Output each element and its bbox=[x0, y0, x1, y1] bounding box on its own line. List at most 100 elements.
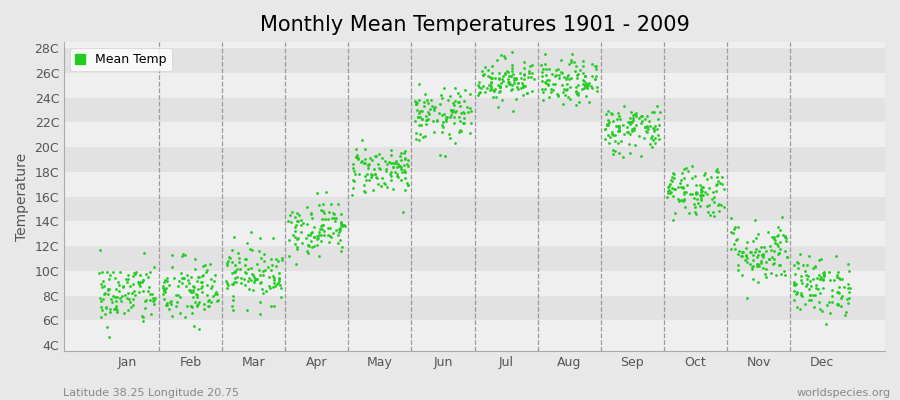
Point bbox=[519, 90, 534, 96]
Point bbox=[252, 248, 266, 254]
Point bbox=[346, 191, 360, 198]
Point bbox=[374, 183, 389, 189]
Point bbox=[703, 212, 717, 218]
Point bbox=[118, 291, 132, 298]
Point bbox=[253, 271, 267, 278]
Point bbox=[647, 126, 662, 133]
Point bbox=[770, 241, 785, 248]
Point bbox=[832, 276, 847, 282]
Point bbox=[794, 289, 808, 296]
Point bbox=[491, 70, 506, 76]
Point bbox=[599, 121, 614, 128]
Point bbox=[283, 212, 297, 218]
Bar bbox=[64, 320, 885, 345]
Point bbox=[695, 183, 709, 190]
Point bbox=[482, 87, 497, 93]
Point bbox=[375, 155, 390, 161]
Point bbox=[234, 275, 248, 281]
Point bbox=[316, 222, 330, 229]
Point bbox=[603, 134, 617, 140]
Point bbox=[771, 232, 786, 238]
Point bbox=[102, 291, 116, 298]
Point bbox=[748, 248, 762, 255]
Point bbox=[830, 274, 844, 280]
Point bbox=[413, 130, 428, 137]
Point bbox=[793, 292, 807, 298]
Point bbox=[746, 263, 760, 270]
Point bbox=[232, 266, 247, 272]
Point bbox=[745, 276, 760, 282]
Point bbox=[822, 298, 836, 305]
Point bbox=[774, 270, 788, 277]
Point bbox=[509, 76, 524, 82]
Point bbox=[453, 127, 467, 134]
Point bbox=[539, 80, 554, 86]
Point bbox=[400, 161, 415, 168]
Point bbox=[504, 73, 518, 79]
Point bbox=[672, 180, 687, 186]
Point bbox=[263, 285, 277, 291]
Point bbox=[122, 290, 136, 296]
Point bbox=[456, 120, 471, 126]
Point bbox=[831, 269, 845, 276]
Point bbox=[299, 235, 313, 241]
Point bbox=[438, 152, 453, 159]
Point bbox=[119, 276, 133, 282]
Point bbox=[826, 277, 841, 284]
Point bbox=[443, 134, 457, 141]
Point bbox=[734, 249, 749, 255]
Point bbox=[497, 52, 511, 59]
Point bbox=[498, 70, 512, 77]
Point bbox=[629, 113, 643, 120]
Point bbox=[628, 122, 643, 128]
Point bbox=[289, 260, 303, 267]
Point bbox=[410, 106, 424, 113]
Point bbox=[388, 160, 402, 166]
Point bbox=[116, 282, 130, 289]
Point bbox=[301, 232, 315, 238]
Point bbox=[484, 75, 499, 82]
Point bbox=[806, 265, 820, 271]
Point bbox=[662, 181, 677, 188]
Point bbox=[262, 274, 276, 280]
Point bbox=[249, 260, 264, 267]
Point bbox=[105, 293, 120, 300]
Point bbox=[421, 100, 436, 106]
Point bbox=[394, 150, 409, 156]
Point bbox=[254, 279, 268, 285]
Point bbox=[435, 128, 449, 135]
Point bbox=[438, 116, 453, 122]
Point bbox=[752, 263, 767, 269]
Point bbox=[778, 272, 792, 278]
Point bbox=[549, 72, 563, 78]
Point bbox=[110, 309, 124, 316]
Point bbox=[491, 76, 506, 82]
Point bbox=[748, 235, 762, 242]
Point bbox=[410, 114, 425, 120]
Point bbox=[551, 91, 565, 98]
Point bbox=[194, 273, 209, 280]
Point bbox=[730, 236, 744, 242]
Point bbox=[504, 73, 518, 79]
Point bbox=[463, 91, 477, 98]
Point bbox=[453, 118, 467, 124]
Point bbox=[183, 288, 197, 294]
Point bbox=[173, 310, 187, 316]
Point bbox=[398, 155, 412, 162]
Point bbox=[204, 276, 219, 282]
Point bbox=[665, 216, 680, 223]
Point bbox=[101, 286, 115, 292]
Point bbox=[734, 253, 749, 259]
Point bbox=[357, 189, 372, 195]
Point bbox=[813, 290, 827, 296]
Point bbox=[453, 93, 467, 100]
Point bbox=[748, 217, 762, 224]
Point bbox=[674, 170, 688, 176]
Point bbox=[227, 269, 241, 275]
Point bbox=[436, 122, 450, 129]
Point bbox=[789, 303, 804, 310]
Point bbox=[575, 57, 590, 64]
Point bbox=[690, 199, 705, 206]
Point bbox=[447, 85, 462, 91]
Point bbox=[103, 272, 117, 278]
